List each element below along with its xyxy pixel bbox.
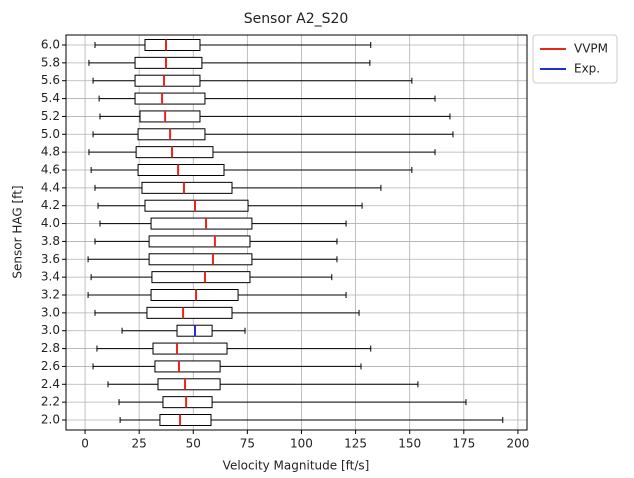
box [137,164,225,176]
x-tick-label: 25 [132,437,147,451]
plot-frame [65,34,528,431]
box [148,235,251,248]
y-tick-label: 4.4 [41,180,60,194]
y-tick-label: 4.6 [41,163,60,177]
y-tick-label: 4.0 [41,216,60,230]
y-tick-label: 5.0 [41,127,60,141]
x-tick-label: 150 [398,437,421,451]
y-tick-label: 3.2 [41,288,60,302]
y-axis-label: Sensor HAG [ft] [11,185,25,278]
legend-box [532,34,618,84]
box [159,414,212,426]
x-tick-label: 0 [81,437,89,451]
box [150,217,253,230]
y-tick-label: 4.8 [41,145,60,159]
x-tick-label: 100 [290,437,313,451]
y-tick-label: 3.0 [41,305,60,319]
box [135,146,214,159]
y-tick-label: 2.4 [41,377,60,391]
box [144,199,249,212]
legend-label: Exp. [574,62,600,76]
y-tick-label: 5.2 [41,109,60,123]
y-tick-label: 3.0 [41,323,60,337]
box [154,360,221,373]
y-tick-label: 5.8 [41,55,60,69]
y-tick-label: 3.6 [41,252,60,266]
y-tick-label: 3.4 [41,270,60,284]
chart-title: Sensor A2_S20 [244,11,349,27]
x-tick-label: 175 [452,437,475,451]
x-tick-label: 50 [186,437,201,451]
box [144,39,201,51]
box [157,378,221,391]
box [148,253,253,266]
y-tick-label: 2.0 [41,413,60,427]
y-tick-label: 3.8 [41,234,60,248]
box [150,289,239,301]
y-tick-label: 4.2 [41,198,60,212]
x-tick-label: 75 [240,437,255,451]
box [139,110,201,123]
x-tick-label: 125 [344,437,367,451]
box [134,92,206,105]
box [134,56,203,69]
y-tick-label: 6.0 [41,38,60,52]
box [151,271,251,284]
box [137,128,206,141]
box [146,306,233,319]
y-tick-label: 2.8 [41,341,60,355]
box [152,342,228,355]
y-tick-label: 2.6 [41,359,60,373]
y-tick-label: 2.2 [41,395,60,409]
y-tick-label: 5.6 [41,73,60,87]
box [134,74,201,87]
legend-label: VVPM [574,42,608,56]
x-tick-label: 200 [506,437,529,451]
box [141,181,233,194]
x-axis-label: Velocity Magnitude [ft/s] [223,459,370,473]
box [162,396,213,409]
y-tick-label: 5.4 [41,91,60,105]
